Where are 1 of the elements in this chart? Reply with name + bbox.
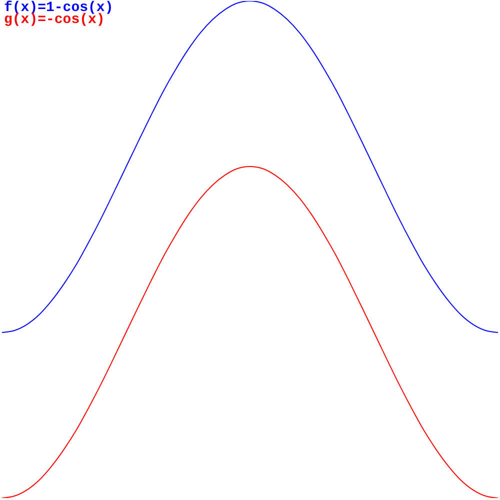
text: g(x)=-cos(x) (4, 12, 105, 28)
